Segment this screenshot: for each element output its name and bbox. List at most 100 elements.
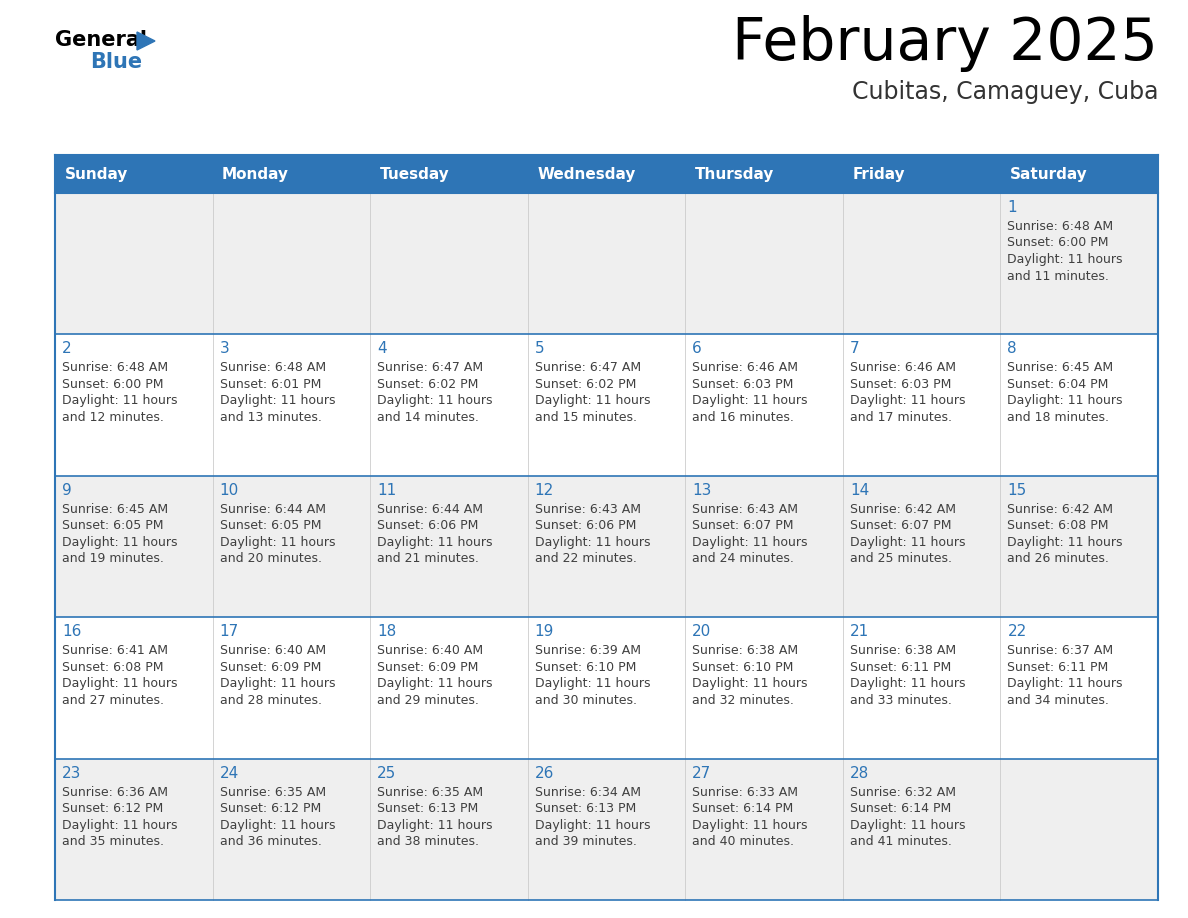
Text: 18: 18: [377, 624, 397, 639]
Bar: [527, 617, 685, 758]
Text: Sunset: 6:07 PM: Sunset: 6:07 PM: [849, 520, 952, 532]
Text: Daylight: 11 hours: Daylight: 11 hours: [849, 819, 966, 832]
Text: 24: 24: [220, 766, 239, 780]
Text: Sunrise: 6:45 AM: Sunrise: 6:45 AM: [62, 503, 169, 516]
Bar: [842, 193, 1000, 334]
Text: Sunrise: 6:43 AM: Sunrise: 6:43 AM: [535, 503, 640, 516]
Text: Sunrise: 6:34 AM: Sunrise: 6:34 AM: [535, 786, 640, 799]
Text: Daylight: 11 hours: Daylight: 11 hours: [693, 677, 808, 690]
Text: 5: 5: [535, 341, 544, 356]
Text: Sunset: 6:10 PM: Sunset: 6:10 PM: [693, 661, 794, 674]
Text: Sunrise: 6:43 AM: Sunrise: 6:43 AM: [693, 503, 798, 516]
Text: Sunrise: 6:36 AM: Sunrise: 6:36 AM: [62, 786, 168, 799]
Text: and 36 minutes.: and 36 minutes.: [220, 835, 322, 848]
Text: 25: 25: [377, 766, 397, 780]
Bar: [685, 193, 842, 334]
Text: Sunset: 6:03 PM: Sunset: 6:03 PM: [849, 378, 952, 391]
Text: Daylight: 11 hours: Daylight: 11 hours: [377, 395, 493, 408]
Text: Sunset: 6:13 PM: Sunset: 6:13 PM: [377, 802, 479, 815]
Text: Daylight: 11 hours: Daylight: 11 hours: [1007, 536, 1123, 549]
Text: 16: 16: [62, 624, 81, 639]
Bar: [55, 193, 213, 334]
Text: Sunrise: 6:38 AM: Sunrise: 6:38 AM: [849, 644, 956, 657]
Text: Daylight: 11 hours: Daylight: 11 hours: [1007, 253, 1123, 266]
Text: Sunrise: 6:44 AM: Sunrise: 6:44 AM: [377, 503, 484, 516]
Text: 23: 23: [62, 766, 81, 780]
Text: Daylight: 11 hours: Daylight: 11 hours: [693, 536, 808, 549]
Bar: [1000, 334, 1158, 476]
Text: Monday: Monday: [222, 166, 289, 182]
Text: 7: 7: [849, 341, 859, 356]
Text: Daylight: 11 hours: Daylight: 11 hours: [535, 677, 650, 690]
Text: and 18 minutes.: and 18 minutes.: [1007, 411, 1110, 424]
Text: Sunset: 6:11 PM: Sunset: 6:11 PM: [849, 661, 952, 674]
Bar: [371, 617, 527, 758]
Text: and 41 minutes.: and 41 minutes.: [849, 835, 952, 848]
Bar: [685, 476, 842, 617]
Text: Sunrise: 6:48 AM: Sunrise: 6:48 AM: [220, 362, 326, 375]
Text: Sunrise: 6:37 AM: Sunrise: 6:37 AM: [1007, 644, 1113, 657]
Bar: [842, 758, 1000, 900]
Text: Sunset: 6:06 PM: Sunset: 6:06 PM: [535, 520, 636, 532]
Text: Daylight: 11 hours: Daylight: 11 hours: [62, 536, 177, 549]
Text: and 28 minutes.: and 28 minutes.: [220, 694, 322, 707]
Text: Sunset: 6:09 PM: Sunset: 6:09 PM: [377, 661, 479, 674]
Text: Sunrise: 6:40 AM: Sunrise: 6:40 AM: [220, 644, 326, 657]
Polygon shape: [137, 32, 154, 50]
Text: and 32 minutes.: and 32 minutes.: [693, 694, 794, 707]
Text: Daylight: 11 hours: Daylight: 11 hours: [220, 819, 335, 832]
Text: 13: 13: [693, 483, 712, 498]
Text: 3: 3: [220, 341, 229, 356]
Text: and 25 minutes.: and 25 minutes.: [849, 553, 952, 565]
Text: Sunrise: 6:41 AM: Sunrise: 6:41 AM: [62, 644, 168, 657]
Bar: [1000, 476, 1158, 617]
Text: Sunset: 6:03 PM: Sunset: 6:03 PM: [693, 378, 794, 391]
Text: 21: 21: [849, 624, 870, 639]
Bar: [685, 617, 842, 758]
Text: Sunset: 6:10 PM: Sunset: 6:10 PM: [535, 661, 636, 674]
Text: Sunset: 6:01 PM: Sunset: 6:01 PM: [220, 378, 321, 391]
Text: Sunrise: 6:46 AM: Sunrise: 6:46 AM: [849, 362, 956, 375]
Text: and 38 minutes.: and 38 minutes.: [377, 835, 479, 848]
Text: and 13 minutes.: and 13 minutes.: [220, 411, 322, 424]
Text: Daylight: 11 hours: Daylight: 11 hours: [849, 677, 966, 690]
Bar: [213, 758, 371, 900]
Text: Daylight: 11 hours: Daylight: 11 hours: [693, 819, 808, 832]
Text: 4: 4: [377, 341, 387, 356]
Text: Thursday: Thursday: [695, 166, 775, 182]
Text: Daylight: 11 hours: Daylight: 11 hours: [535, 819, 650, 832]
Text: and 20 minutes.: and 20 minutes.: [220, 553, 322, 565]
Bar: [55, 476, 213, 617]
Text: Wednesday: Wednesday: [537, 166, 636, 182]
Bar: [55, 334, 213, 476]
Text: Friday: Friday: [852, 166, 905, 182]
Text: Sunset: 6:08 PM: Sunset: 6:08 PM: [1007, 520, 1108, 532]
Text: Sunset: 6:09 PM: Sunset: 6:09 PM: [220, 661, 321, 674]
Text: Daylight: 11 hours: Daylight: 11 hours: [1007, 677, 1123, 690]
Bar: [1000, 193, 1158, 334]
Text: 11: 11: [377, 483, 397, 498]
Bar: [527, 193, 685, 334]
Text: Sunset: 6:14 PM: Sunset: 6:14 PM: [849, 802, 952, 815]
Text: and 35 minutes.: and 35 minutes.: [62, 835, 164, 848]
Text: and 11 minutes.: and 11 minutes.: [1007, 270, 1110, 283]
Text: Sunset: 6:05 PM: Sunset: 6:05 PM: [62, 520, 164, 532]
Bar: [527, 476, 685, 617]
Text: Sunset: 6:00 PM: Sunset: 6:00 PM: [1007, 237, 1108, 250]
Text: Cubitas, Camaguey, Cuba: Cubitas, Camaguey, Cuba: [852, 80, 1158, 104]
Text: and 34 minutes.: and 34 minutes.: [1007, 694, 1110, 707]
Text: Sunrise: 6:33 AM: Sunrise: 6:33 AM: [693, 786, 798, 799]
Bar: [213, 334, 371, 476]
Text: Daylight: 11 hours: Daylight: 11 hours: [377, 677, 493, 690]
Text: Daylight: 11 hours: Daylight: 11 hours: [535, 395, 650, 408]
Text: and 17 minutes.: and 17 minutes.: [849, 411, 952, 424]
Text: and 14 minutes.: and 14 minutes.: [377, 411, 479, 424]
Text: Sunday: Sunday: [64, 166, 128, 182]
Text: Sunset: 6:11 PM: Sunset: 6:11 PM: [1007, 661, 1108, 674]
Text: Tuesday: Tuesday: [380, 166, 449, 182]
Bar: [55, 758, 213, 900]
Text: and 39 minutes.: and 39 minutes.: [535, 835, 637, 848]
Bar: [527, 758, 685, 900]
Text: Daylight: 11 hours: Daylight: 11 hours: [62, 819, 177, 832]
Bar: [213, 476, 371, 617]
